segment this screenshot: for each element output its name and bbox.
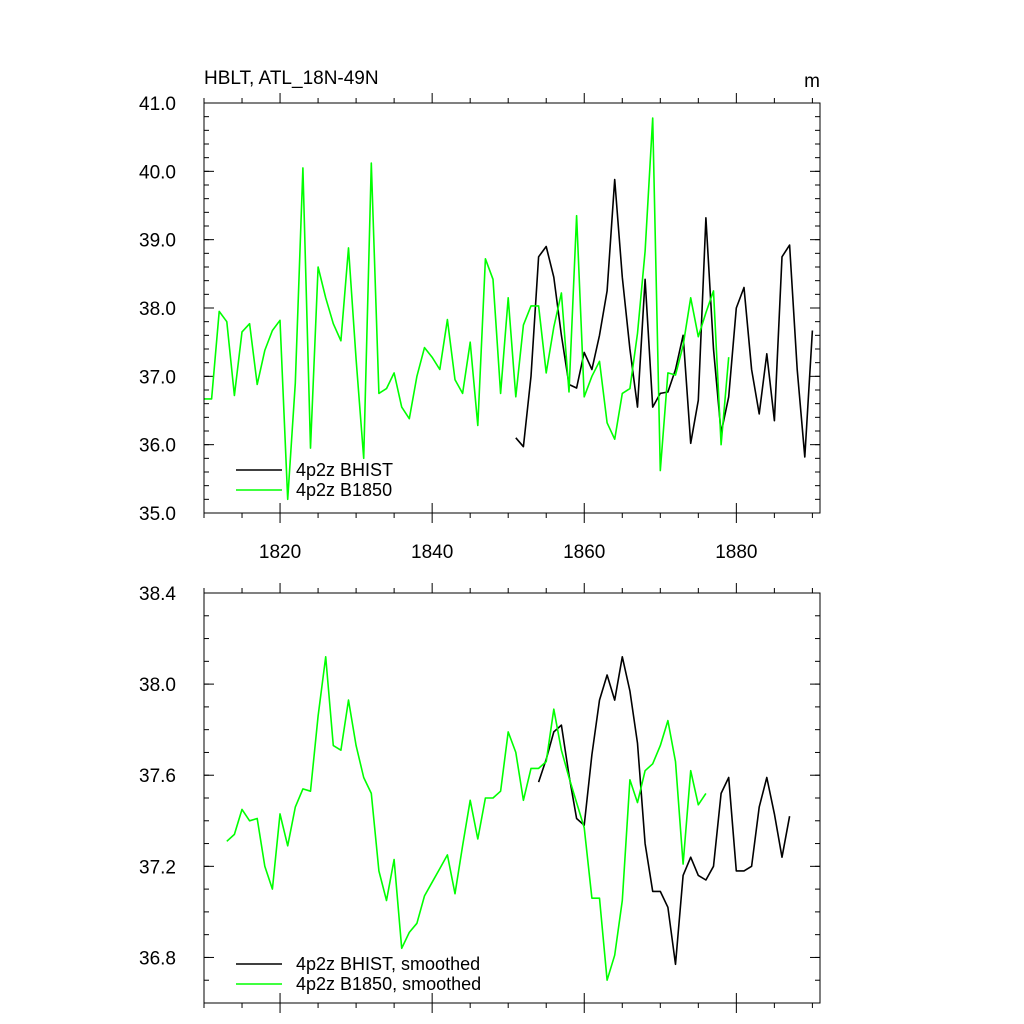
- y-tick-label: 38.4: [139, 584, 176, 605]
- legend-label: 4p2z BHIST, smoothed: [296, 954, 480, 974]
- y-tick-label: 35.0: [139, 504, 176, 525]
- top-panel-frame: [203, 102, 821, 514]
- legend-label: 4p2z BHIST: [296, 460, 393, 480]
- bottom-panel-ticks: 36.8 37.2 37.6 38.0 38.4: [139, 583, 820, 1013]
- y-tick-label: 37.6: [139, 766, 176, 787]
- y-tick-label: 36.8: [139, 948, 176, 969]
- series-line-bhist: [515, 178, 814, 458]
- x-tick-label: 1880: [715, 542, 757, 563]
- series-line-bhist: [537, 655, 791, 966]
- chart-title: HBLT, ATL_18N-49N: [204, 68, 379, 89]
- y-tick-label: 41.0: [139, 94, 176, 115]
- series-line-b1850: [204, 117, 730, 501]
- y-tick-label: 39.0: [139, 231, 176, 252]
- x-tick-label: 1860: [563, 542, 605, 563]
- y-tick-label: 38.0: [139, 299, 176, 320]
- x-tick-label: 1840: [411, 542, 453, 563]
- top-panel: HBLT, ATL_18N-49N m 1820 1840 1860 1880 35.0…: [139, 68, 821, 563]
- units-label: m: [804, 71, 820, 92]
- x-tick-label: 1820: [259, 542, 301, 563]
- y-tick-label: 38.0: [139, 675, 176, 696]
- legend-label: 4p2z B1850: [296, 480, 392, 500]
- y-tick-label: 37.0: [139, 367, 176, 388]
- top-panel-ticks: 1820 1840 1860 1880 35.0 36.0 37.0 38.0 39.0 40.0…: [139, 93, 820, 563]
- y-tick-label: 40.0: [139, 162, 176, 183]
- series-line-b1850: [226, 655, 707, 982]
- bottom-panel: 36.8 37.2 37.6 38.0 38.4 4p2z BHIST, smoothe…: [139, 583, 821, 1013]
- legend-label: 4p2z B1850, smoothed: [296, 974, 481, 994]
- bottom-panel-frame: [203, 592, 821, 1004]
- y-tick-label: 36.0: [139, 436, 176, 457]
- bottom-panel-series: [226, 655, 791, 982]
- y-tick-label: 37.2: [139, 857, 176, 878]
- top-panel-series: [204, 117, 814, 501]
